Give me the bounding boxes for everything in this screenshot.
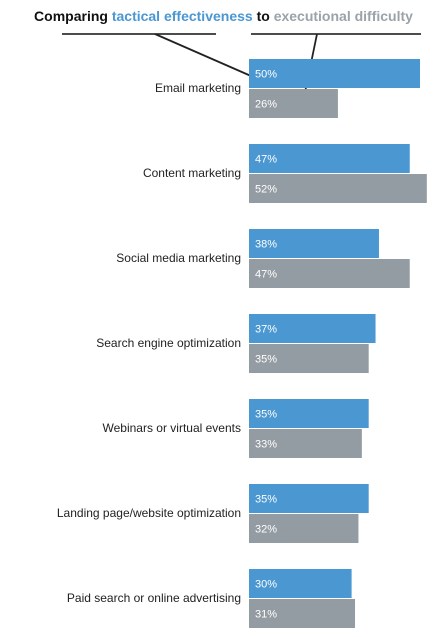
category-label: Webinars or virtual events bbox=[102, 421, 241, 435]
difficulty-value-label: 32% bbox=[255, 524, 277, 536]
title-connector: to bbox=[256, 8, 270, 24]
effectiveness-value-label: 38% bbox=[255, 239, 277, 251]
difficulty-bar bbox=[249, 174, 427, 203]
effectiveness-bar bbox=[249, 59, 420, 88]
difficulty-bar bbox=[249, 259, 410, 288]
difficulty-value-label: 35% bbox=[255, 354, 277, 366]
difficulty-value-label: 26% bbox=[255, 99, 277, 111]
title-prefix: Comparing bbox=[34, 8, 108, 24]
difficulty-bar bbox=[249, 89, 338, 118]
difficulty-bar bbox=[249, 344, 369, 373]
category-label: Social media marketing bbox=[116, 251, 241, 265]
category-label: Landing page/website optimization bbox=[57, 506, 241, 520]
effectiveness-value-label: 37% bbox=[255, 324, 277, 336]
chart-title: Comparing tactical effectiveness to exec… bbox=[0, 8, 447, 24]
effectiveness-bar bbox=[249, 569, 352, 598]
effectiveness-value-label: 50% bbox=[255, 69, 277, 81]
difficulty-value-label: 31% bbox=[255, 609, 277, 621]
leader-line-effectiveness bbox=[154, 33, 252, 77]
effectiveness-bar bbox=[249, 144, 410, 173]
bars-group: Email marketing 50% 26% Content marketing 47… bbox=[57, 59, 427, 628]
effectiveness-value-label: 30% bbox=[255, 579, 277, 591]
difficulty-value-label: 52% bbox=[255, 184, 277, 196]
effectiveness-bar bbox=[249, 229, 379, 258]
difficulty-value-label: 47% bbox=[255, 269, 277, 281]
effectiveness-value-label: 35% bbox=[255, 494, 277, 506]
difficulty-value-label: 33% bbox=[255, 439, 277, 451]
category-label: Search engine optimization bbox=[96, 336, 241, 350]
category-label: Content marketing bbox=[143, 166, 241, 180]
effectiveness-bar bbox=[249, 399, 369, 428]
effectiveness-bar bbox=[249, 314, 376, 343]
title-effectiveness: tactical effectiveness bbox=[111, 8, 253, 24]
effectiveness-value-label: 35% bbox=[255, 409, 277, 421]
effectiveness-value-label: 47% bbox=[255, 154, 277, 166]
difficulty-bar bbox=[249, 429, 362, 458]
category-label: Paid search or online advertising bbox=[67, 591, 241, 605]
title-difficulty: executional difficulty bbox=[273, 8, 413, 24]
effectiveness-bar bbox=[249, 484, 369, 513]
difficulty-bar bbox=[249, 514, 359, 543]
difficulty-bar bbox=[249, 599, 356, 628]
category-label: Email marketing bbox=[155, 81, 241, 95]
